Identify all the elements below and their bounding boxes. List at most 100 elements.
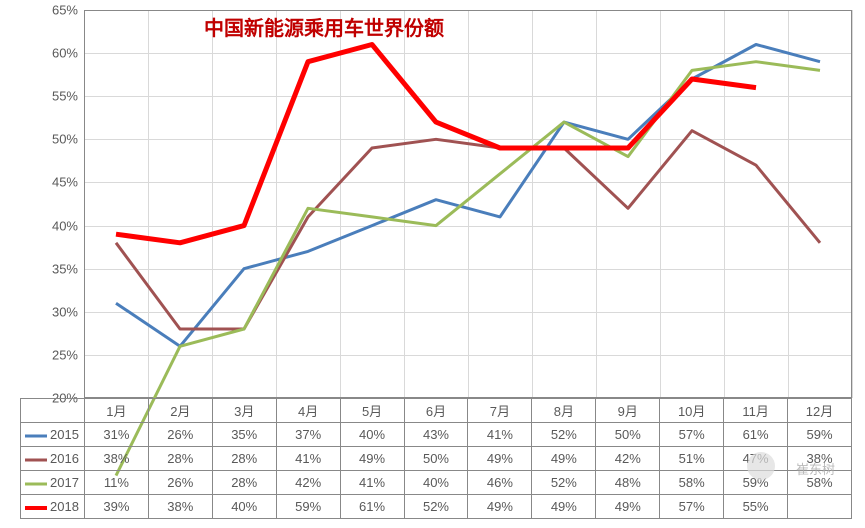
grid-line-h (84, 96, 852, 97)
series-label-cell: 2017 (21, 471, 85, 495)
table-row: 201531%26%35%37%40%43%41%52%50%57%61%59% (21, 423, 852, 447)
table-cell: 50% (596, 423, 660, 447)
table-cell: 48% (596, 471, 660, 495)
table-cell: 41% (340, 471, 404, 495)
watermark-text: 崔东树 (796, 459, 835, 478)
table-col-header: 7月 (468, 399, 532, 423)
table-cell: 39% (84, 495, 148, 519)
grid-line-h (84, 355, 852, 356)
table-col-header: 6月 (404, 399, 468, 423)
table-cell: 37% (276, 423, 340, 447)
y-axis-tick-label: 40% (44, 218, 78, 233)
table-cell: 41% (468, 423, 532, 447)
table-cell: 52% (532, 471, 596, 495)
table-row: 201711%26%28%42%41%40%46%52%48%58%59%58% (21, 471, 852, 495)
table-cell: 31% (84, 423, 148, 447)
table-col-header: 8月 (532, 399, 596, 423)
table-cell: 52% (532, 423, 596, 447)
grid-line-v (340, 10, 341, 398)
grid-line-h (84, 312, 852, 313)
table-col-header: 9月 (596, 399, 660, 423)
y-axis-tick-label: 65% (44, 3, 78, 18)
series-name: 2015 (50, 427, 79, 442)
table-cell: 43% (404, 423, 468, 447)
chart-title: 中国新能源乘用车世界份额 (204, 12, 444, 41)
table-cell: 51% (660, 447, 724, 471)
grid-line-h (84, 139, 852, 140)
grid-line-v (596, 10, 597, 398)
table-cell: 59% (276, 495, 340, 519)
grid-line-v (212, 10, 213, 398)
grid-line-v (276, 10, 277, 398)
y-axis-tick-label: 55% (44, 89, 78, 104)
table-corner (21, 399, 85, 423)
table-col-header: 12月 (788, 399, 852, 423)
table-cell: 57% (660, 495, 724, 519)
grid-line-h (84, 182, 852, 183)
table-cell: 40% (212, 495, 276, 519)
table-cell: 38% (84, 447, 148, 471)
table-header-row: 1月2月3月4月5月6月7月8月9月10月11月12月 (21, 399, 852, 423)
table-cell: 49% (340, 447, 404, 471)
grid-line-v (660, 10, 661, 398)
y-axis-tick-label: 25% (44, 347, 78, 362)
table-cell: 26% (148, 471, 212, 495)
grid-line-h (84, 269, 852, 270)
table-cell (788, 495, 852, 519)
grid-line-v (404, 10, 405, 398)
series-name: 2017 (50, 475, 79, 490)
plot-area (84, 10, 852, 398)
y-axis-tick-label: 35% (44, 261, 78, 276)
table-row: 201839%38%40%59%61%52%49%49%49%57%55% (21, 495, 852, 519)
table-cell: 28% (212, 471, 276, 495)
table-cell: 49% (532, 495, 596, 519)
grid-line-v (148, 10, 149, 398)
table-col-header: 4月 (276, 399, 340, 423)
table-col-header: 3月 (212, 399, 276, 423)
y-axis-tick-label: 50% (44, 132, 78, 147)
grid-line-v (532, 10, 533, 398)
table-cell: 35% (212, 423, 276, 447)
y-axis-tick-label: 45% (44, 175, 78, 190)
table-col-header: 10月 (660, 399, 724, 423)
grid-line-h (84, 10, 852, 11)
chart-container: 中国新能源乘用车世界份额 20%25%30%35%40%45%50%55%60%… (0, 0, 865, 528)
y-axis-tick-label: 30% (44, 304, 78, 319)
table-col-header: 11月 (724, 399, 788, 423)
grid-line-v (84, 10, 85, 398)
series-label-cell: 2015 (21, 423, 85, 447)
table-col-header: 1月 (84, 399, 148, 423)
table-cell: 61% (340, 495, 404, 519)
table-row: 201638%28%28%41%49%50%49%49%42%51%47%38% (21, 447, 852, 471)
grid-line-v (724, 10, 725, 398)
table-cell: 50% (404, 447, 468, 471)
watermark-logo (747, 452, 775, 480)
grid-line-v (468, 10, 469, 398)
table-cell: 49% (532, 447, 596, 471)
grid-line-h (84, 226, 852, 227)
table-cell: 57% (660, 423, 724, 447)
table-cell: 28% (148, 447, 212, 471)
legend-swatch (25, 503, 47, 513)
legend-swatch (25, 431, 47, 441)
series-label-cell: 2016 (21, 447, 85, 471)
series-name: 2018 (50, 499, 79, 514)
table-cell: 38% (148, 495, 212, 519)
table-cell: 58% (660, 471, 724, 495)
table-cell: 55% (724, 495, 788, 519)
grid-line-v (788, 10, 789, 398)
grid-line-v (852, 10, 853, 398)
table-cell: 49% (468, 447, 532, 471)
y-axis-tick-label: 60% (44, 46, 78, 61)
data-table: 1月2月3月4月5月6月7月8月9月10月11月12月201531%26%35%… (20, 398, 852, 519)
table-cell: 49% (468, 495, 532, 519)
legend-swatch (25, 479, 47, 489)
table-cell: 41% (276, 447, 340, 471)
table-col-header: 2月 (148, 399, 212, 423)
table-cell: 40% (340, 423, 404, 447)
table-cell: 26% (148, 423, 212, 447)
table-cell: 52% (404, 495, 468, 519)
table-cell: 42% (276, 471, 340, 495)
table-cell: 40% (404, 471, 468, 495)
table-cell: 59% (788, 423, 852, 447)
